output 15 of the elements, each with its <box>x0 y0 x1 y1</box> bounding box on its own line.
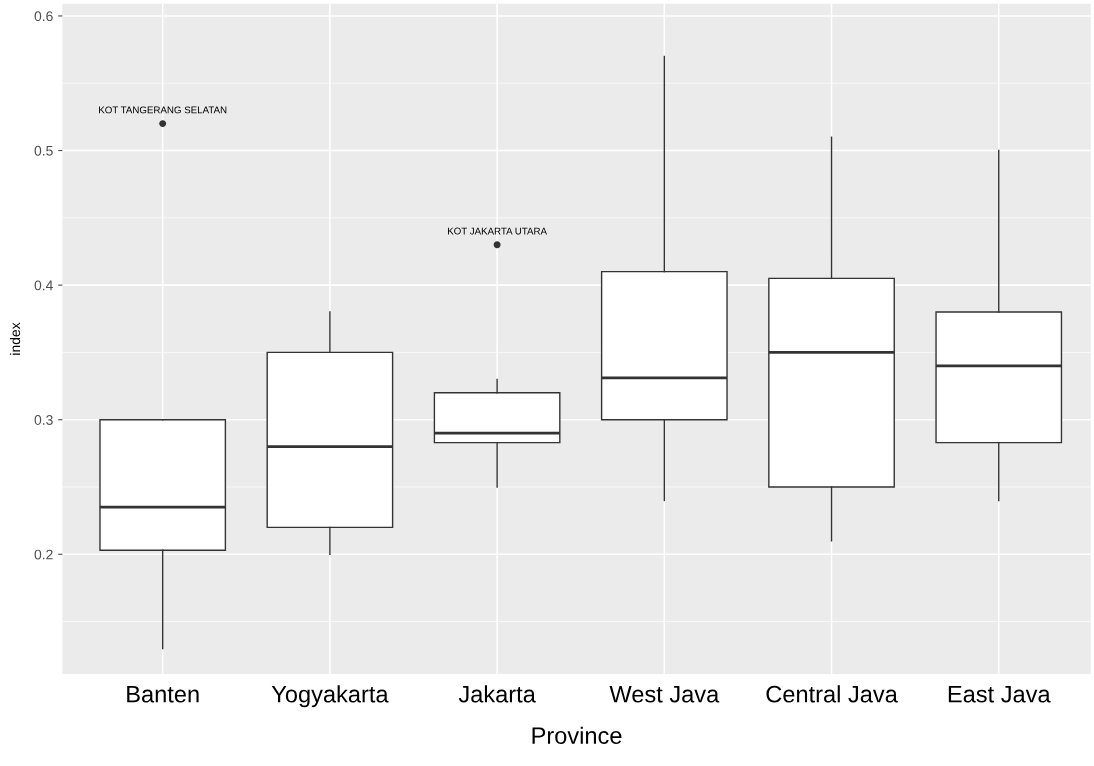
y-tick-label: 0.6 <box>34 11 53 22</box>
x-tick-label: Banten <box>127 686 199 703</box>
y-tick-label: 0.3 <box>34 415 53 425</box>
x-tick-label: Central Java <box>766 685 898 703</box>
y-axis-title: index <box>9 322 21 355</box>
annotation: KOT JAKARTA UTARA <box>448 227 547 235</box>
x-tick-label: West Java <box>609 686 720 703</box>
y-tick-label: 0.5 <box>34 145 53 156</box>
annotation: KOT TANGERANG SELATAN <box>99 106 227 114</box>
x-tick-label: Jakarta <box>458 685 536 703</box>
x-axis-title: Province <box>532 726 622 744</box>
y-tick-label: 0.4 <box>34 280 53 291</box>
x-tick-label: Yogyakarta <box>271 685 389 708</box>
y-tick-label: 0.2 <box>34 549 53 560</box>
x-tick-label: East Java <box>948 686 1051 703</box>
